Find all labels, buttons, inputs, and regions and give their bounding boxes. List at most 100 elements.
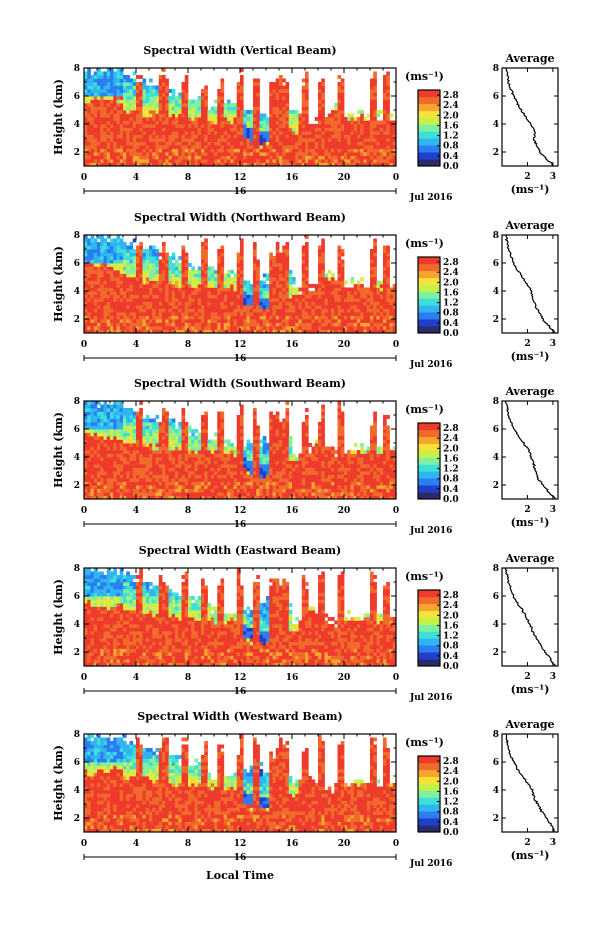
heatmap-cell — [334, 120, 338, 125]
heatmap-cell — [90, 99, 95, 104]
heatmap-cell — [84, 301, 88, 306]
heatmap-cell — [155, 106, 160, 111]
heatmap-cell — [97, 280, 101, 285]
heatmap-cell — [347, 329, 351, 333]
heatmap-cell — [305, 235, 309, 239]
heatmap-cell — [301, 263, 306, 267]
heatmap-cell — [149, 485, 153, 489]
heatmap-cell — [149, 256, 153, 260]
heatmap-cell — [259, 148, 264, 153]
heatmap-cell — [305, 298, 309, 302]
heatmap-cell — [204, 106, 208, 111]
heatmap-cell — [162, 460, 166, 465]
heatmap-cell — [279, 106, 283, 111]
heatmap-cell — [357, 294, 361, 299]
heatmap-cell — [132, 492, 137, 496]
heatmap-cell — [184, 75, 189, 79]
heatmap-cell — [84, 89, 88, 93]
heatmap-cell — [119, 155, 124, 160]
heatmap-cell — [292, 138, 296, 142]
heatmap-cell — [269, 256, 273, 260]
heatmap-cell — [288, 329, 293, 333]
heatmap-cell — [298, 141, 303, 146]
heatmap-cell — [119, 443, 124, 447]
heatmap-cell — [262, 322, 267, 327]
x-tick-label: 0 — [393, 340, 399, 350]
heatmap-cell — [178, 117, 182, 121]
heatmap-cell — [103, 89, 108, 93]
heatmap-cell — [210, 138, 215, 142]
heatmap-cell — [383, 312, 387, 316]
heatmap-cell — [184, 99, 189, 104]
heatmap-cell — [93, 120, 98, 125]
heatmap-cell — [100, 134, 104, 139]
heatmap-cell — [181, 326, 186, 330]
heatmap-cell — [100, 478, 104, 482]
heatmap-cell — [275, 312, 280, 316]
heatmap-cell — [386, 249, 390, 253]
heatmap-cell — [132, 425, 137, 430]
heatmap-cell — [207, 159, 212, 163]
heatmap-cell — [175, 287, 179, 292]
heatmap-cell — [383, 162, 387, 166]
heatmap-cell — [305, 155, 309, 160]
heatmap-cell — [123, 418, 127, 423]
heatmap-cell — [110, 495, 114, 499]
heatmap-cell — [178, 124, 182, 128]
heatmap-cell — [259, 294, 264, 299]
heatmap-cell — [246, 117, 251, 121]
heatmap-cell — [84, 266, 88, 271]
heatmap-cell — [184, 322, 189, 327]
heatmap-cell — [155, 481, 160, 486]
heatmap-cell — [191, 124, 195, 128]
heatmap-cell — [340, 252, 345, 257]
heatmap-cell — [132, 113, 137, 118]
heatmap-cell — [87, 78, 91, 83]
heatmap-cell — [155, 439, 160, 444]
heatmap-cell — [350, 329, 355, 333]
heatmap-cell — [123, 432, 127, 437]
heatmap-cell — [149, 439, 153, 444]
heatmap-cell — [275, 245, 280, 250]
heatmap-cell — [126, 277, 130, 281]
heatmap-cell — [223, 141, 228, 146]
heatmap-cell — [165, 291, 169, 295]
heatmap-cell — [279, 308, 283, 313]
heatmap-cell — [331, 148, 335, 153]
heatmap-cell — [162, 127, 166, 132]
heatmap-cell — [87, 436, 91, 440]
heatmap-cell — [162, 329, 166, 333]
heatmap-cell — [162, 155, 166, 160]
heatmap-cell — [155, 155, 160, 160]
heatmap-cell — [240, 82, 244, 86]
heatmap-cell — [327, 127, 332, 132]
heatmap-cell — [347, 117, 351, 121]
heatmap-cell — [227, 120, 231, 125]
heatmap-cell — [386, 96, 390, 100]
heatmap-cell — [132, 467, 137, 472]
heatmap-cell — [132, 450, 137, 454]
heatmap-cell — [259, 298, 264, 302]
heatmap-cell — [84, 481, 88, 486]
heatmap-cell — [158, 110, 163, 114]
heatmap-cell — [262, 138, 267, 142]
heatmap-cell — [123, 127, 127, 132]
heatmap-cell — [191, 277, 195, 281]
heatmap-cell — [197, 277, 202, 281]
heatmap-cell — [207, 308, 212, 313]
heatmap-cell — [132, 152, 137, 156]
heatmap-cell — [93, 471, 98, 475]
heatmap-cell — [113, 301, 117, 306]
heatmap-cell — [357, 131, 361, 135]
heatmap-cell — [340, 89, 345, 93]
colorbar-tick-label: 0.8 — [443, 142, 459, 152]
heatmap-cell — [93, 124, 98, 128]
heatmap-cell — [171, 252, 176, 257]
heatmap-cell — [97, 308, 101, 313]
heatmap-cell — [350, 312, 355, 316]
colorbar-frame — [417, 89, 441, 167]
heatmap-cell — [136, 467, 140, 472]
heatmap-cell — [337, 131, 342, 135]
heatmap-cell — [197, 127, 202, 132]
heatmap-cell — [113, 120, 117, 125]
